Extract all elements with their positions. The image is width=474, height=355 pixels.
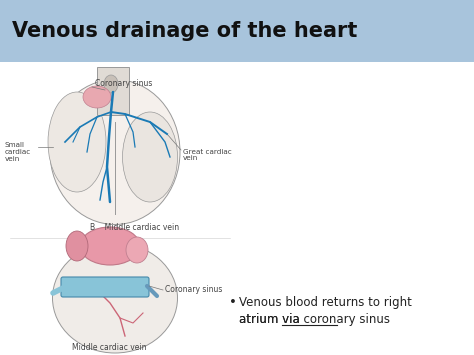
Ellipse shape bbox=[122, 112, 177, 202]
Ellipse shape bbox=[83, 86, 111, 108]
Ellipse shape bbox=[53, 243, 177, 353]
Text: Coronary sinus: Coronary sinus bbox=[165, 285, 222, 295]
Ellipse shape bbox=[126, 237, 148, 263]
Text: atrium via coronary sinus: atrium via coronary sinus bbox=[239, 313, 391, 326]
Ellipse shape bbox=[80, 227, 140, 265]
Text: Great cardiac
vein: Great cardiac vein bbox=[183, 148, 232, 162]
Text: B    Middle cardiac vein: B Middle cardiac vein bbox=[90, 224, 179, 233]
Text: Middle cardiac vein: Middle cardiac vein bbox=[72, 344, 146, 353]
FancyBboxPatch shape bbox=[0, 0, 474, 62]
Ellipse shape bbox=[50, 80, 180, 224]
FancyBboxPatch shape bbox=[97, 67, 129, 115]
Ellipse shape bbox=[48, 92, 106, 192]
Ellipse shape bbox=[104, 75, 118, 93]
Text: Small
cardiac
vein: Small cardiac vein bbox=[5, 142, 31, 162]
Text: Venous blood returns to right
atrium via coronary sinus: Venous blood returns to right atrium via… bbox=[239, 296, 412, 327]
Text: Venous drainage of the heart: Venous drainage of the heart bbox=[12, 21, 357, 41]
Text: Coronary sinus: Coronary sinus bbox=[95, 80, 152, 88]
FancyBboxPatch shape bbox=[61, 277, 149, 297]
Ellipse shape bbox=[66, 231, 88, 261]
Text: •: • bbox=[229, 296, 237, 310]
Text: Venous blood returns to right
atrium via: Venous blood returns to right atrium via bbox=[239, 296, 412, 327]
